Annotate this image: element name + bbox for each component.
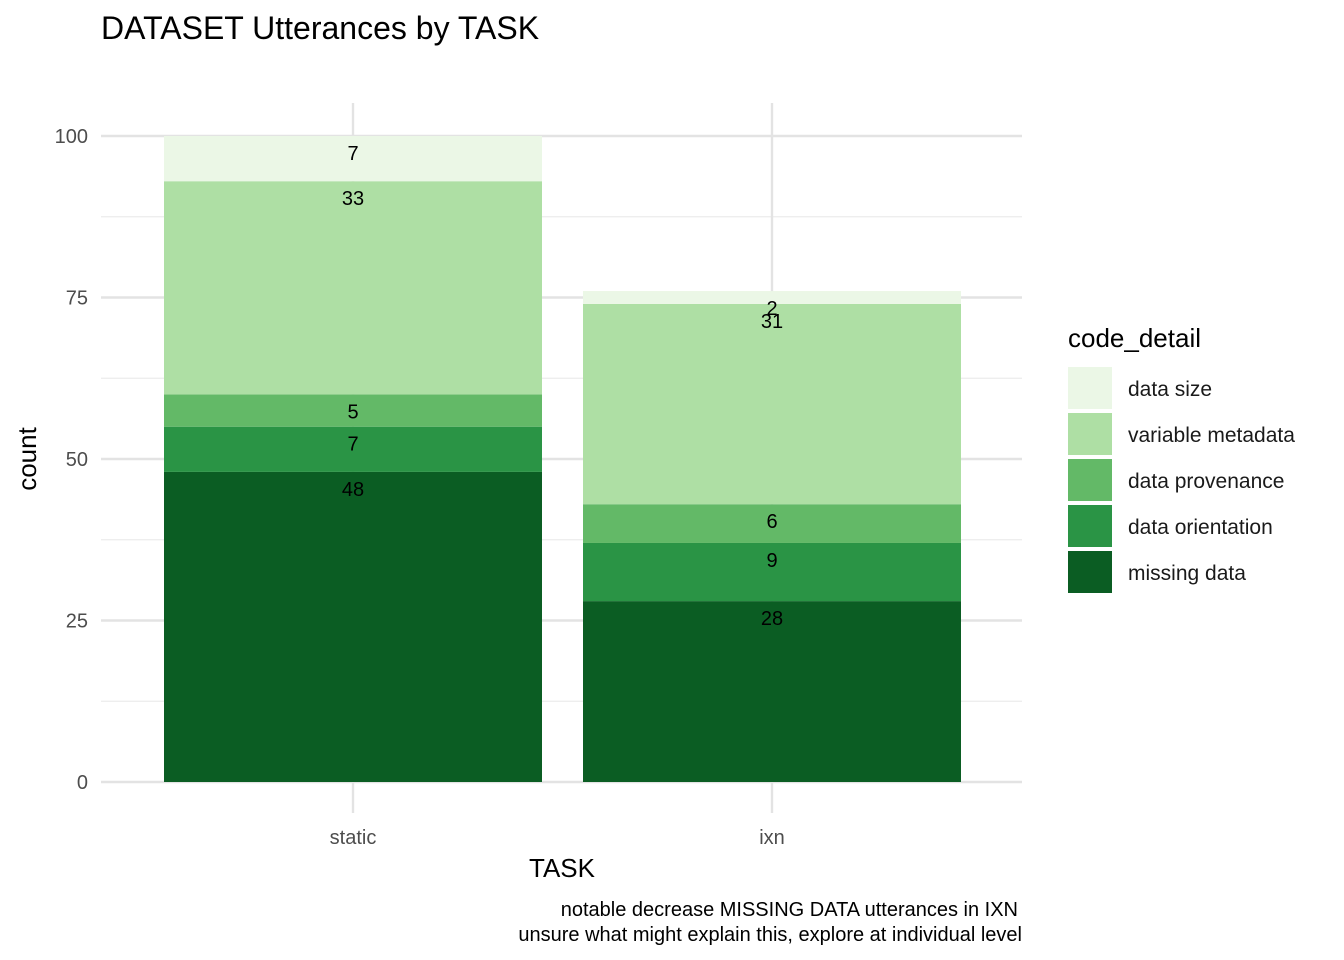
legend-label-data-orientation: data orientation bbox=[1128, 516, 1273, 539]
legend-swatch-data-orientation bbox=[1068, 505, 1112, 547]
x-tick-label-static: static bbox=[330, 827, 377, 849]
legend-title: code_detail bbox=[1068, 323, 1201, 353]
bar-segment-ixn-missing-data bbox=[583, 601, 961, 782]
legend-label-variable-metadata: variable metadata bbox=[1128, 424, 1295, 447]
bars bbox=[164, 136, 961, 782]
bar-segment-ixn-variable-metadata bbox=[583, 303, 961, 505]
bar-value-label: 28 bbox=[761, 608, 783, 630]
caption-line-1: notable decrease MISSING DATA utterances… bbox=[561, 899, 1018, 921]
y-tick-label: 25 bbox=[66, 611, 88, 633]
bar-segment-ixn-data-size bbox=[583, 291, 961, 304]
bar-value-label: 33 bbox=[342, 188, 364, 210]
y-tick-label: 75 bbox=[66, 288, 88, 310]
legend-swatch-data-provenance bbox=[1068, 459, 1112, 501]
bar-segment-ixn-data-provenance bbox=[583, 504, 961, 543]
bar-segment-ixn-data-orientation bbox=[583, 542, 961, 602]
y-axis-title: count bbox=[12, 426, 42, 490]
legend-label-data-size: data size bbox=[1128, 378, 1212, 401]
bar-segment-static-data-orientation bbox=[164, 426, 542, 472]
bar-value-label: 7 bbox=[347, 143, 358, 165]
y-tick-label: 100 bbox=[55, 126, 88, 148]
chart-title: DATASET Utterances by TASK bbox=[101, 10, 539, 46]
y-tick-label: 0 bbox=[77, 772, 88, 794]
bar-segment-static-data-size bbox=[164, 136, 542, 182]
legend-label-missing-data: missing data bbox=[1128, 562, 1246, 585]
bar-value-label: 7 bbox=[347, 434, 358, 456]
x-axis-title: TASK bbox=[529, 853, 596, 883]
bar-value-label: 5 bbox=[347, 401, 358, 423]
bar-value-label: 6 bbox=[766, 511, 777, 533]
legend-swatch-data-size bbox=[1068, 367, 1112, 409]
y-tick-label: 50 bbox=[66, 449, 88, 471]
bar-segment-static-data-provenance bbox=[164, 394, 542, 427]
bar-value-label: 2 bbox=[766, 298, 777, 320]
bar-value-label: 48 bbox=[342, 479, 364, 501]
bar-value-label: 31 bbox=[761, 311, 783, 333]
bar-segment-static-missing-data bbox=[164, 471, 542, 782]
legend-swatch-variable-metadata bbox=[1068, 413, 1112, 455]
legend: code_detail data size variable metadata da… bbox=[1068, 323, 1295, 593]
bar-value-labels: 48 7 5 33 7 28 9 6 312 bbox=[342, 143, 783, 630]
x-tick-label-ixn: ixn bbox=[759, 827, 785, 849]
legend-label-data-provenance: data provenance bbox=[1128, 470, 1284, 493]
caption-line-2: unsure what might explain this, explore … bbox=[518, 924, 1022, 946]
bar-segment-static-variable-metadata bbox=[164, 181, 542, 395]
legend-swatch-missing-data bbox=[1068, 551, 1112, 593]
bar-value-label: 9 bbox=[766, 550, 777, 572]
